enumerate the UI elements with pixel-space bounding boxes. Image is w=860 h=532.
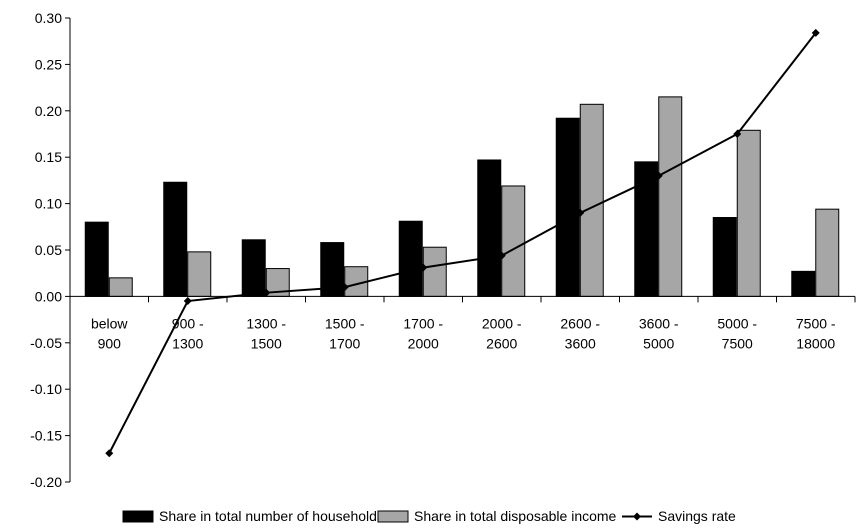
savings-rate-line bbox=[105, 28, 820, 458]
category-label: 7500 -18000 bbox=[796, 315, 836, 351]
legend-marker-savings-rate bbox=[633, 512, 641, 521]
y-tick-label: 0.00 bbox=[35, 288, 62, 304]
bar-income bbox=[187, 251, 212, 297]
savings-rate-point bbox=[183, 297, 192, 306]
y-tick-label: 0.05 bbox=[35, 242, 62, 258]
bar-households bbox=[241, 239, 266, 297]
bar-households bbox=[477, 159, 502, 297]
savings-rate-point bbox=[811, 28, 820, 37]
bar-households bbox=[398, 220, 423, 297]
bar-households bbox=[791, 270, 816, 297]
y-tick-label: -0.05 bbox=[30, 335, 62, 351]
category-label: 1300 -1500 bbox=[246, 315, 286, 351]
legend: Share in total number of households Share… bbox=[122, 508, 736, 524]
savings-rate-point bbox=[419, 263, 428, 272]
y-tick-label: -0.10 bbox=[30, 381, 62, 397]
y-tick-label: 0.20 bbox=[35, 103, 62, 119]
category-label: below 900 bbox=[91, 315, 128, 351]
bar-households bbox=[555, 117, 580, 297]
legend-label: Savings rate bbox=[658, 508, 736, 524]
y-axis: -0.20 -0.15 -0.10 -0.05 0.00 0.05 0.10 0.15 0.20… bbox=[30, 10, 71, 490]
savings-rate-point bbox=[105, 449, 114, 458]
savings-rate-point bbox=[654, 171, 663, 180]
legend-swatch-income bbox=[377, 510, 409, 523]
bars bbox=[84, 96, 840, 297]
bar-income bbox=[658, 96, 683, 297]
y-tick-label: -0.20 bbox=[30, 474, 62, 490]
savings-rate-point bbox=[733, 130, 742, 138]
category-label: 900 -1300 bbox=[172, 315, 204, 351]
y-tick-label: 0.10 bbox=[35, 196, 62, 212]
savings-rate-point bbox=[340, 283, 349, 292]
legend-label: Share in total number of households bbox=[159, 508, 384, 524]
savings-rate-point bbox=[576, 208, 585, 217]
savings-rate-point bbox=[497, 251, 506, 260]
bar-households bbox=[163, 181, 188, 297]
category-label: 2600 -3600 bbox=[560, 315, 600, 351]
category-label: 2000 -2600 bbox=[482, 315, 522, 351]
y-tick-label: 0.30 bbox=[35, 10, 62, 26]
bar-income bbox=[579, 103, 604, 297]
bar-income bbox=[501, 185, 526, 297]
y-tick-label: -0.15 bbox=[30, 428, 62, 444]
bar-households bbox=[712, 217, 737, 297]
savings-rate-polyline bbox=[108, 32, 817, 454]
bar-households bbox=[84, 221, 109, 297]
y-tick-label: 0.25 bbox=[35, 56, 62, 72]
savings-rate-point bbox=[262, 288, 271, 297]
y-tick-label: 0.15 bbox=[35, 149, 62, 165]
category-label: 1500 -1700 bbox=[325, 315, 365, 351]
bar-income bbox=[108, 277, 133, 297]
bar-income bbox=[736, 129, 761, 297]
bar-income bbox=[422, 246, 447, 297]
category-label: 1700 -2000 bbox=[403, 315, 443, 351]
category-label: 5000 -7500 bbox=[717, 315, 757, 351]
x-axis: below 900 900 -1300 1300 -1500 1500 -1700 170… bbox=[69, 295, 856, 351]
legend-swatch-households bbox=[122, 510, 154, 523]
legend-label: Share in total disposable income bbox=[414, 508, 617, 524]
bar-income bbox=[815, 208, 840, 297]
category-label: 3600 -5000 bbox=[639, 315, 679, 351]
